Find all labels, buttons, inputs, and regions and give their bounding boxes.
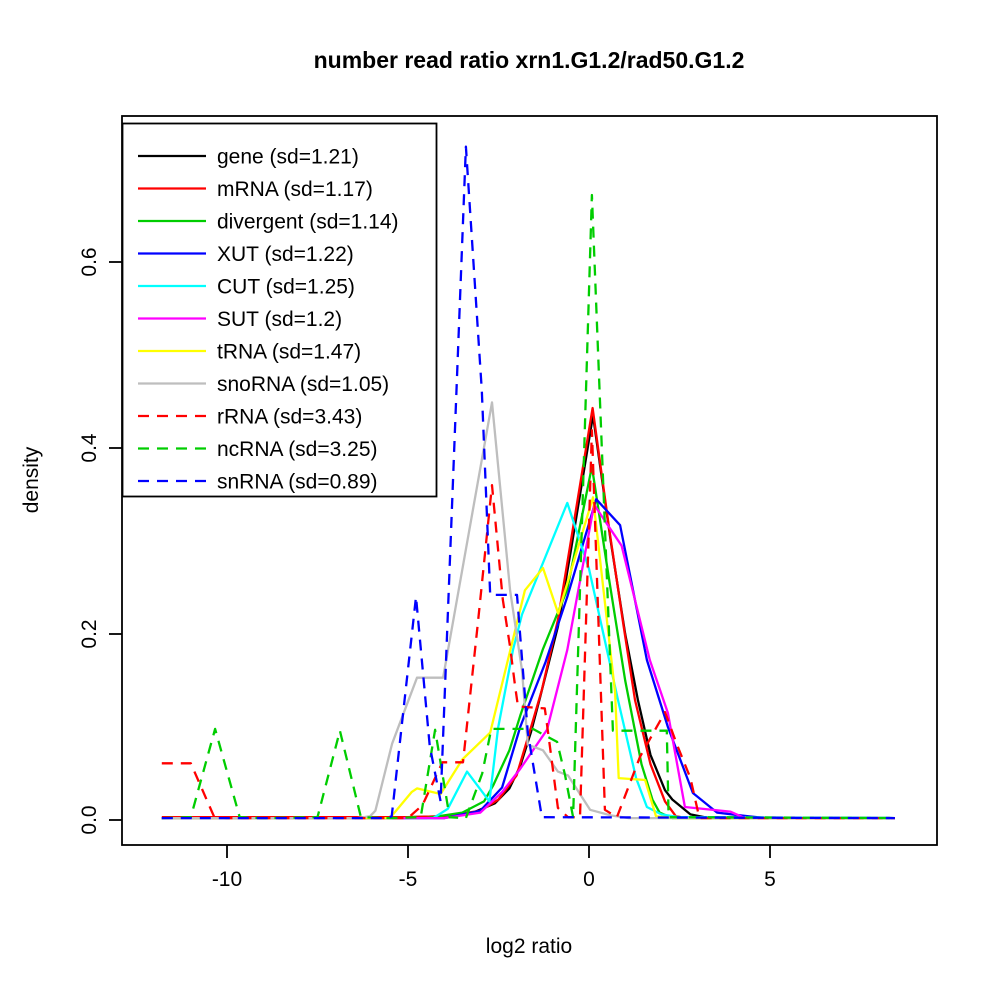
series-lines <box>161 145 895 820</box>
x-tick-label: 0 <box>583 868 595 891</box>
series-line-snoRNA <box>161 401 895 820</box>
legend-label-divergent: divergent (sd=1.14) <box>217 211 399 234</box>
legend-label-tRNA: tRNA (sd=1.47) <box>217 341 361 364</box>
series-line-tRNA <box>161 496 895 820</box>
legend-label-XUT: XUT (sd=1.22) <box>217 243 354 266</box>
legend: gene (sd=1.21) mRNA (sd=1.17) divergent (s… <box>121 122 438 498</box>
legend-label-snRNA: snRNA (sd=0.89) <box>217 471 378 494</box>
series-line-XUT <box>161 498 895 820</box>
x-axis-label: log2 ratio <box>486 935 572 958</box>
x-tick-label: -5 <box>399 868 418 891</box>
y-tick-label: 0.6 <box>78 247 101 276</box>
series-line-divergent <box>161 465 895 820</box>
series-line-snRNA <box>161 145 895 820</box>
legend-label-CUT: CUT (sd=1.25) <box>217 276 355 299</box>
legend-box <box>121 122 438 498</box>
y-tick-label: 0.2 <box>78 619 101 648</box>
series-line-CUT <box>161 501 895 820</box>
legend-label-SUT: SUT (sd=1.2) <box>217 308 342 331</box>
chart-title: number read ratio xrn1.G1.2/rad50.G1.2 <box>314 47 745 73</box>
y-axis-label: density <box>20 446 43 513</box>
legend-label-rRNA: rRNA (sd=3.43) <box>217 406 362 429</box>
x-tick-label: -10 <box>212 868 242 891</box>
series-line-rRNA <box>161 429 895 820</box>
y-tick-label: 0.0 <box>78 805 101 834</box>
axis-ticks: -10 -5 0 5 0.0 0.2 0.4 0.6 <box>78 247 776 891</box>
y-tick-label: 0.4 <box>78 433 101 463</box>
x-tick-label: 5 <box>764 868 776 891</box>
legend-label-ncRNA: ncRNA (sd=3.25) <box>217 438 378 461</box>
legend-label-gene: gene (sd=1.21) <box>217 146 359 169</box>
legend-label-snoRNA: snoRNA (sd=1.05) <box>217 373 389 396</box>
legend-label-mRNA: mRNA (sd=1.17) <box>217 178 373 201</box>
series-line-SUT <box>161 503 895 820</box>
